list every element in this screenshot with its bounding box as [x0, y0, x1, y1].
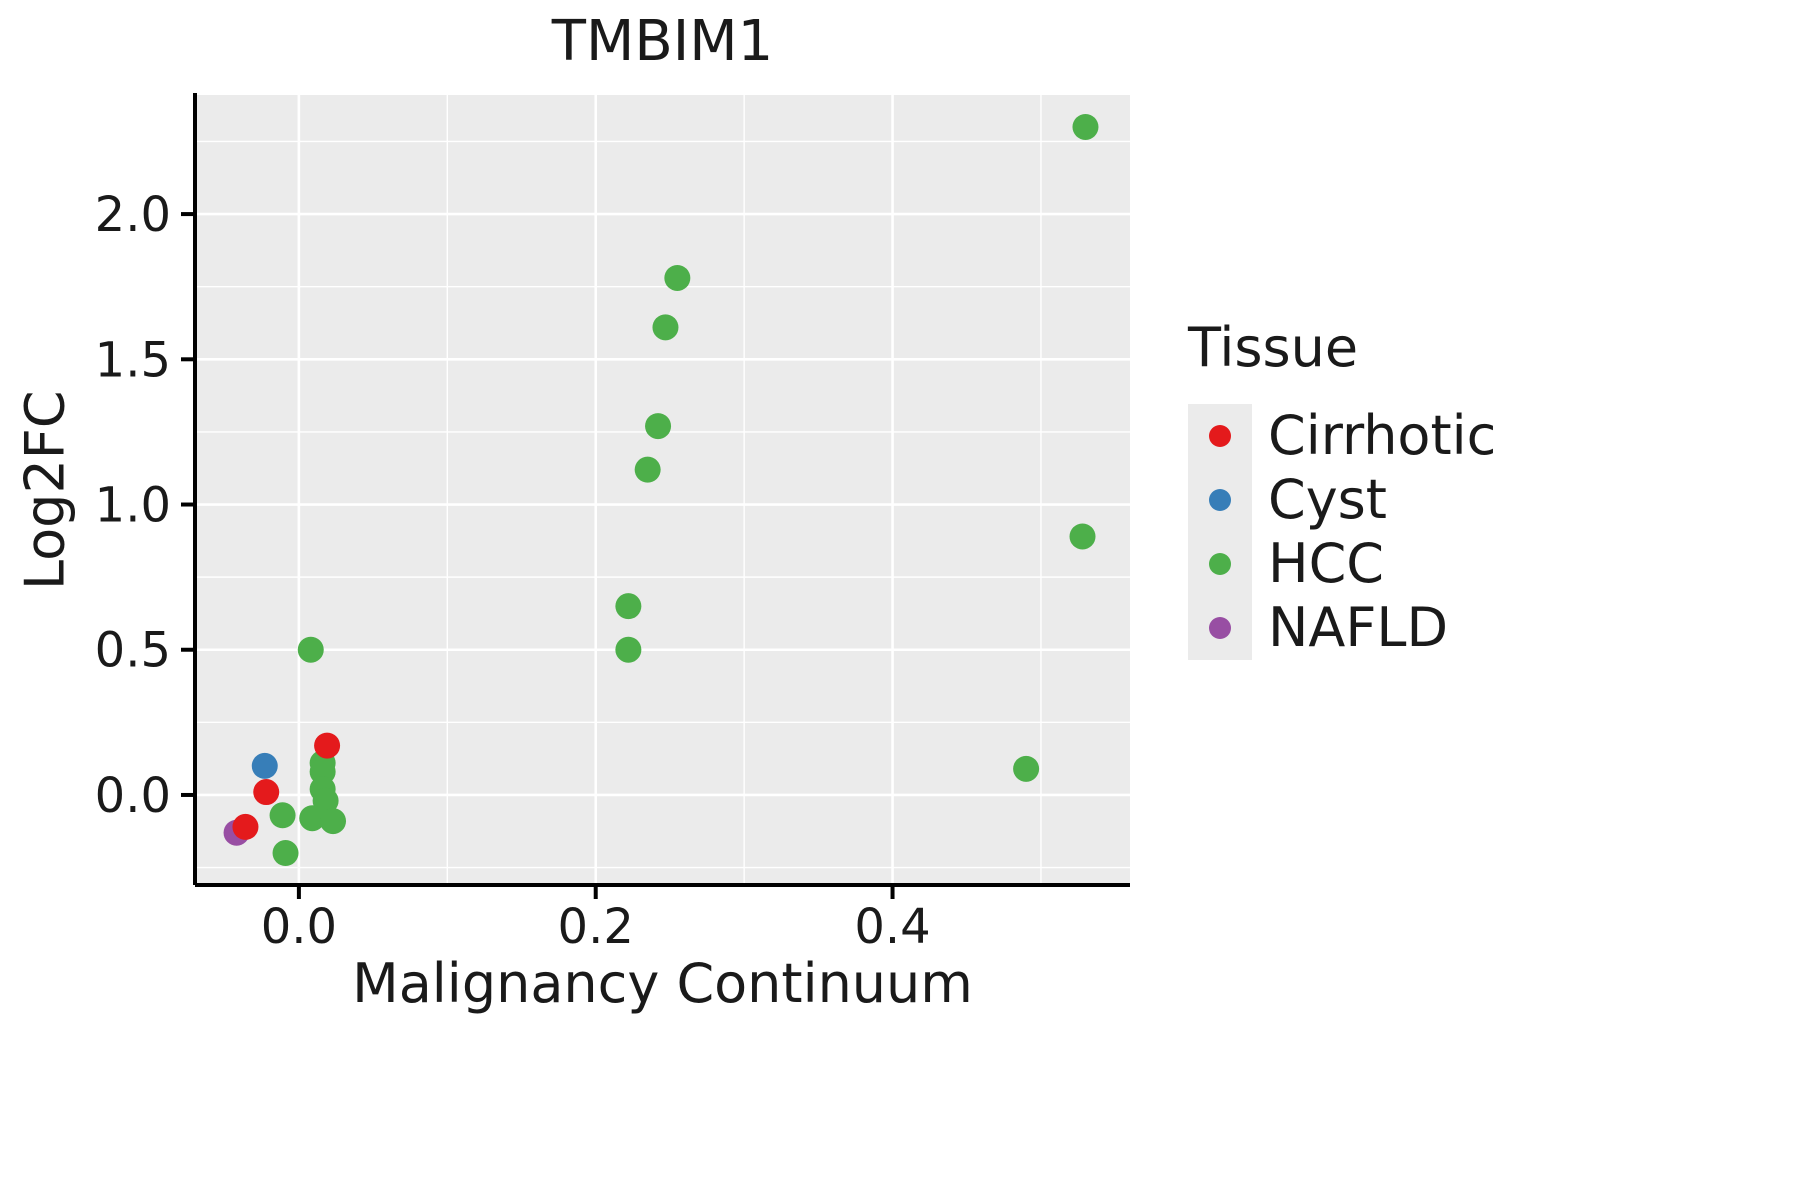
chart-title: TMBIM1 [551, 9, 774, 74]
data-point-hcc [634, 456, 661, 483]
data-point-cyst [251, 752, 278, 779]
legend-key [1188, 596, 1252, 660]
legend-dot-icon [1209, 617, 1231, 639]
legend-key [1188, 468, 1252, 532]
data-point-hcc [272, 840, 299, 867]
data-point-hcc [652, 314, 679, 341]
data-point-hcc [615, 636, 642, 663]
data-point-cirrhotic [314, 732, 341, 759]
legend-entry: NAFLD [1188, 596, 1496, 660]
legend-dot-icon [1209, 489, 1231, 511]
y-tick-label: 2.0 [95, 187, 171, 243]
x-axis-label: Malignancy Continuum [352, 952, 973, 1015]
data-point-hcc [615, 593, 642, 620]
legend-label: HCC [1268, 532, 1385, 595]
legend: Tissue Cirrhotic Cyst HCC NAFLD [1188, 316, 1496, 660]
data-point-cirrhotic [232, 813, 259, 840]
y-tick-label: 1.0 [95, 478, 171, 534]
legend-dot-icon [1209, 553, 1231, 575]
legend-key [1188, 404, 1252, 468]
data-point-cirrhotic [253, 779, 280, 806]
legend-entry: Cyst [1188, 468, 1496, 532]
data-point-hcc [320, 808, 347, 835]
legend-label: NAFLD [1268, 596, 1449, 659]
data-point-hcc [664, 264, 691, 291]
legend-dot-icon [1209, 425, 1231, 447]
data-point-hcc [299, 805, 326, 832]
y-axis-label: Log2FC [13, 390, 77, 590]
y-tick-label: 0.5 [95, 623, 171, 679]
x-tick-label: 0.4 [854, 899, 930, 955]
data-point-hcc [269, 802, 296, 829]
data-point-hcc [1072, 113, 1099, 140]
legend-entries: Cirrhotic Cyst HCC NAFLD [1188, 404, 1496, 660]
x-tick-label: 0.2 [558, 899, 634, 955]
legend-label: Cirrhotic [1268, 404, 1497, 467]
legend-title: Tissue [1188, 316, 1359, 379]
data-point-hcc [1013, 755, 1040, 782]
legend-key [1188, 532, 1252, 596]
legend-entry: HCC [1188, 532, 1496, 596]
plot-panel [195, 95, 1130, 885]
legend-label: Cyst [1268, 468, 1387, 531]
data-point-hcc [645, 413, 672, 440]
legend-entry: Cirrhotic [1188, 404, 1496, 468]
data-point-hcc [297, 636, 324, 663]
y-tick-label: 0.0 [95, 768, 171, 824]
data-point-hcc [1069, 523, 1096, 550]
x-tick-label: 0.0 [261, 899, 337, 955]
y-tick-label: 1.5 [95, 332, 171, 388]
